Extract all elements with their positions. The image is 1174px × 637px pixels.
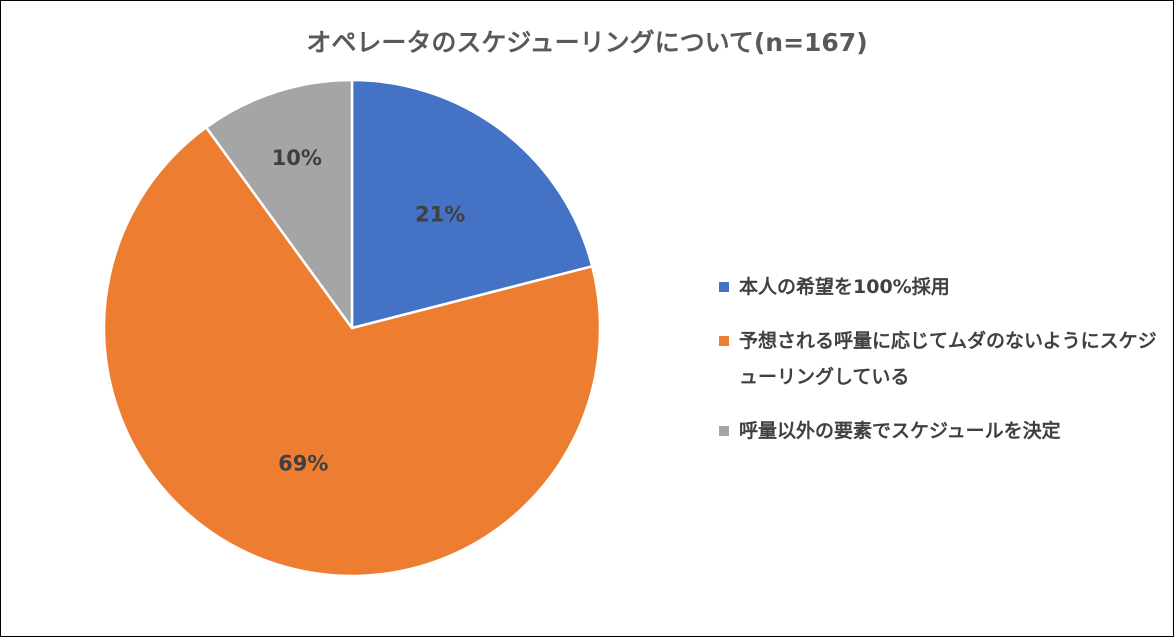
legend-item-call-volume-forecast: 予想される呼量に応じてムダのないようにスケジューリングしている bbox=[717, 323, 1167, 395]
pie-slice-full-preference bbox=[350, 78, 594, 330]
legend-label: 呼量以外の要素でスケジュールを決定 bbox=[739, 420, 1061, 442]
legend-swatch-other-factors bbox=[719, 426, 729, 436]
data-label-other-factors: 10% bbox=[272, 146, 322, 170]
pie-slice-other-factors bbox=[204, 78, 354, 330]
legend-swatch-full-preference bbox=[719, 282, 729, 292]
legend-item-other-factors: 呼量以外の要素でスケジュールを決定 bbox=[717, 413, 1167, 449]
chart-title: オペレータのスケジューリングについて(n=167) bbox=[306, 28, 868, 57]
legend-item-full-preference: 本人の希望を100%採用 bbox=[717, 269, 1167, 305]
pie-slice-call-volume-forecast bbox=[102, 126, 602, 578]
data-label-full-preference: 21% bbox=[415, 202, 465, 226]
data-label-call-volume-forecast: 69% bbox=[278, 451, 328, 475]
legend-label: 本人の希望を100%採用 bbox=[739, 276, 950, 298]
legend-swatch-call-volume-forecast bbox=[719, 336, 729, 346]
legend-label: 予想される呼量に応じてムダのないようにスケジューリングしている bbox=[739, 330, 1157, 388]
legend: 本人の希望を100%採用 予想される呼量に応じてムダのないようにスケジューリング… bbox=[717, 269, 1167, 449]
